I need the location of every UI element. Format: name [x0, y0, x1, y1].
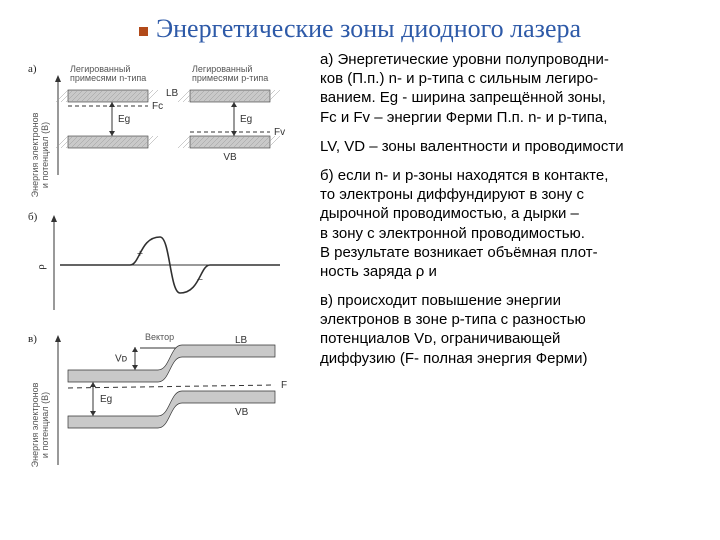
svg-text:+: + [137, 248, 143, 260]
svg-text:и потенциал (В): и потенциал (В) [40, 392, 50, 458]
para-b: б) если n- и p-зоны находятся в контакте… [320, 166, 700, 281]
svg-text:Eg: Eg [118, 114, 130, 125]
svg-text:VB: VB [223, 152, 237, 163]
para-c: в) происходит повышение энергииэлектроно… [320, 291, 700, 368]
svg-text:Энергия электронов: Энергия электронов [30, 382, 40, 467]
svg-text:Vᴅ: Vᴅ [115, 354, 128, 365]
svg-text:примесями p-типа: примесями p-типа [192, 73, 268, 83]
title-bullet [139, 27, 148, 36]
svg-text:LB: LB [235, 335, 248, 346]
svg-text:ρ: ρ [35, 264, 47, 270]
energy-diagram: а)Энергия электронови потенциал (В)Легир… [20, 50, 310, 490]
slide-title: Энергетические зоны диодного лазера [20, 14, 700, 44]
svg-text:Eg: Eg [240, 114, 252, 125]
svg-text:и потенциал (В): и потенциал (В) [40, 122, 50, 188]
svg-text:−: − [197, 274, 203, 286]
para-a2: LV, VD – зоны валентности и проводимости [320, 137, 700, 156]
figure-column: а)Энергия электронови потенциал (В)Легир… [20, 50, 310, 490]
svg-text:в): в) [28, 333, 37, 345]
svg-text:Вектор: Вектор [145, 332, 174, 342]
text-column: а) Энергетические уровни полупроводни-ко… [320, 50, 700, 490]
svg-text:а): а) [28, 63, 37, 75]
svg-text:примесями n-типа: примесями n-типа [70, 73, 146, 83]
svg-text:Eg: Eg [100, 394, 112, 405]
svg-text:Fv: Fv [274, 127, 285, 138]
svg-text:VB: VB [235, 407, 249, 418]
svg-text:Энергия электронов: Энергия электронов [30, 112, 40, 197]
svg-text:б): б) [28, 211, 38, 223]
svg-text:LB: LB [166, 88, 179, 99]
para-a: а) Энергетические уровни полупроводни-ко… [320, 50, 700, 127]
title-text: Энергетические зоны диодного лазера [156, 14, 581, 43]
svg-text:F: F [281, 380, 287, 391]
svg-text:Fc: Fc [152, 101, 163, 112]
slide-body: а)Энергия электронови потенциал (В)Легир… [20, 50, 700, 490]
